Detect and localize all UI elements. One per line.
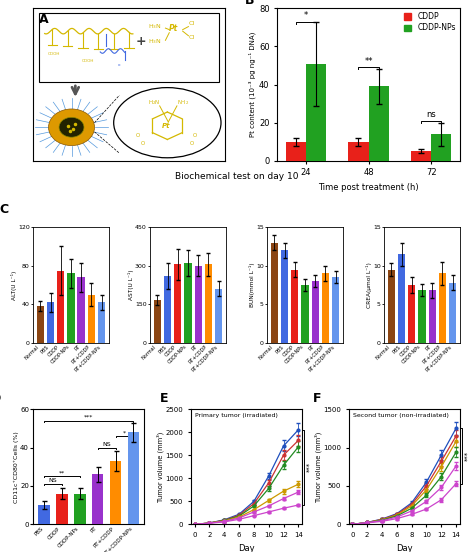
Bar — [285, 142, 306, 161]
Bar — [368, 87, 389, 161]
Text: Pt: Pt — [169, 24, 179, 33]
Bar — [77, 277, 85, 343]
Circle shape — [48, 109, 94, 146]
Text: O: O — [140, 141, 145, 146]
Text: *: * — [303, 11, 308, 20]
Bar — [398, 254, 405, 343]
Bar — [301, 285, 309, 343]
Text: ***: *** — [84, 415, 93, 420]
Text: +: + — [136, 35, 146, 48]
Bar — [419, 290, 426, 343]
Text: **: ** — [59, 470, 65, 476]
Bar — [332, 277, 339, 343]
Bar — [449, 283, 456, 343]
Bar — [348, 142, 368, 161]
Bar — [431, 134, 451, 161]
Text: Cl: Cl — [189, 21, 194, 26]
Text: ***: *** — [307, 463, 312, 473]
Text: NH$_2$: NH$_2$ — [177, 98, 189, 107]
Bar — [271, 243, 278, 343]
Text: D: D — [0, 392, 1, 405]
Bar — [67, 273, 74, 343]
Text: O: O — [190, 141, 194, 146]
Y-axis label: Tumor volume (mm³): Tumor volume (mm³) — [314, 432, 322, 502]
Text: ns: ns — [427, 110, 436, 119]
Bar — [388, 269, 395, 343]
Y-axis label: AST(U L⁻¹): AST(U L⁻¹) — [128, 269, 134, 300]
Text: o: o — [118, 63, 120, 67]
Text: C: C — [0, 204, 9, 216]
Bar — [281, 251, 288, 343]
Bar — [56, 493, 68, 524]
Ellipse shape — [114, 88, 221, 158]
Bar — [439, 273, 446, 343]
Bar — [322, 273, 329, 343]
X-axis label: Time post treatment (h): Time post treatment (h) — [318, 183, 419, 192]
X-axis label: Day: Day — [396, 544, 412, 552]
Text: Second tumor (non-irradiated): Second tumor (non-irradiated) — [353, 412, 449, 417]
FancyBboxPatch shape — [39, 13, 219, 82]
Text: COOH: COOH — [82, 59, 94, 63]
Text: O: O — [193, 133, 198, 138]
Y-axis label: BUN(mmol L⁻¹): BUN(mmol L⁻¹) — [249, 263, 255, 307]
Bar — [128, 432, 139, 524]
Bar — [215, 289, 222, 343]
Bar — [205, 264, 212, 343]
Y-axis label: ALT(U L⁻¹): ALT(U L⁻¹) — [10, 270, 17, 300]
Bar — [291, 269, 299, 343]
Circle shape — [59, 118, 84, 137]
Text: F: F — [313, 392, 322, 405]
Bar — [184, 263, 191, 343]
Bar — [92, 474, 103, 524]
Text: NS: NS — [102, 442, 111, 447]
Bar — [154, 300, 161, 343]
Text: H$_2$N: H$_2$N — [148, 98, 161, 107]
Text: Cl: Cl — [189, 35, 194, 40]
Y-axis label: Tumor volume (mm³): Tumor volume (mm³) — [156, 432, 164, 502]
Bar — [311, 281, 319, 343]
Bar — [411, 151, 431, 161]
Bar — [88, 295, 95, 343]
Text: H$_3$N: H$_3$N — [148, 38, 162, 46]
Legend: CDDP, CDDP-NPs: CDDP, CDDP-NPs — [404, 12, 456, 33]
Text: Biochemical test on day 10: Biochemical test on day 10 — [175, 172, 299, 181]
Text: O: O — [136, 133, 140, 138]
Bar — [36, 306, 44, 343]
Bar — [38, 505, 50, 524]
Y-axis label: Pt content (10⁻³ pg ng⁻¹ DNA): Pt content (10⁻³ pg ng⁻¹ DNA) — [249, 32, 256, 137]
Y-axis label: CREA(μmol L⁻¹): CREA(μmol L⁻¹) — [365, 262, 372, 308]
Text: ***: *** — [464, 451, 470, 461]
Text: **: ** — [364, 57, 373, 66]
Bar — [57, 270, 64, 343]
Bar — [174, 264, 182, 343]
Bar — [408, 285, 416, 343]
Text: B: B — [245, 0, 254, 7]
Bar — [109, 461, 121, 524]
Bar — [74, 493, 86, 524]
Text: NS: NS — [49, 478, 57, 483]
Text: Primary tumor (irradiated): Primary tumor (irradiated) — [195, 412, 278, 417]
Text: *: * — [123, 430, 126, 435]
X-axis label: Day: Day — [238, 544, 255, 552]
Text: COOH: COOH — [47, 52, 60, 56]
Bar — [428, 290, 436, 343]
Text: E: E — [160, 392, 168, 405]
Text: Pt: Pt — [162, 123, 170, 129]
Bar — [164, 276, 171, 343]
Bar — [306, 63, 326, 161]
Y-axis label: CD11c⁺CD80⁺Cells (%): CD11c⁺CD80⁺Cells (%) — [13, 431, 18, 503]
Text: H$_3$N: H$_3$N — [148, 22, 162, 31]
Bar — [98, 302, 105, 343]
Bar — [47, 302, 54, 343]
Bar — [194, 266, 202, 343]
Text: A: A — [39, 13, 48, 26]
